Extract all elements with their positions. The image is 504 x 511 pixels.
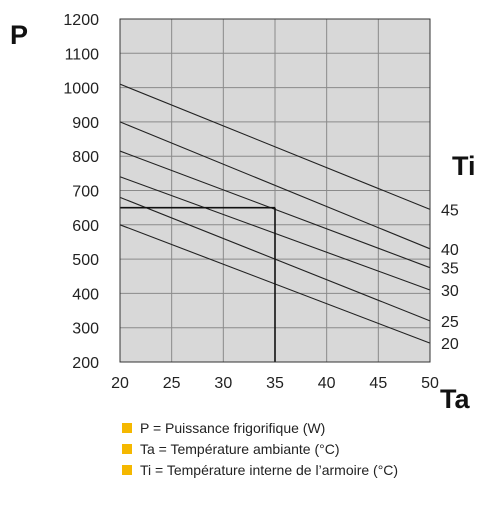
y-tick-label: 1000 [63,81,99,98]
x-tick-label: 35 [266,375,284,392]
legend-text-p: P = Puissance frigorifique (W) [140,420,326,436]
x-axis-letter: Ta [440,384,470,411]
series-label-ti-45: 45 [441,202,459,219]
y-tick-label: 600 [72,218,99,235]
series-label-ti-25: 25 [441,314,459,331]
series-label-ti-40: 40 [441,242,459,259]
chart-canvas: P Ti Ta 200 300 400 500 600 700 800 900 1000 1100… [10,12,476,411]
x-tick-label: 25 [163,375,181,392]
y-tick-label: 300 [72,321,99,338]
y-axis-letter: P [10,20,28,50]
legend-text-ti: Ti = Température interne de l’armoire (°… [140,462,399,478]
x-tick-label: 45 [369,375,387,392]
x-tick-labels: 20 25 30 35 40 45 50 [111,375,439,392]
x-tick-label: 50 [421,375,439,392]
legend-item: Ta = Température ambiante (°C) [122,439,398,459]
series-label-ti-30: 30 [441,283,459,300]
legend-item: P = Puissance frigorifique (W) [122,418,398,438]
y-tick-label: 800 [72,149,99,166]
x-tick-label: 20 [111,375,129,392]
y-tick-labels: 200 300 400 500 600 700 800 900 1000 1100 1200 [63,12,99,372]
plot-frame [119,18,431,363]
y-tick-label: 1100 [65,46,100,63]
series-label-ti-35: 35 [441,261,459,278]
legend: P = Puissance frigorifique (W) Ta = Temp… [122,418,398,481]
y-tick-label: 500 [72,252,99,269]
x-tick-label: 40 [318,375,336,392]
legend-swatch [122,423,132,433]
series-label-ti-20: 20 [441,336,459,353]
y-tick-label: 900 [72,115,99,132]
series-line-ti-40 [119,121,431,250]
series-labels: 45 40 35 30 25 20 [441,202,459,353]
legend-item: Ti = Température interne de l’armoire (°… [122,460,398,480]
y-tick-label: 200 [72,355,99,372]
legend-text-ta: Ta = Température ambiante (°C) [140,441,340,457]
y-tick-label: 400 [72,286,99,303]
x-tick-label: 30 [214,375,232,392]
series-line-ti-45 [119,83,431,210]
legend-swatch [122,465,132,475]
series-axis-letter: Ti [452,151,476,181]
reference-lines [120,206,276,362]
y-tick-label: 1200 [63,12,99,29]
legend-swatch [122,444,132,454]
y-tick-label: 700 [72,184,99,201]
